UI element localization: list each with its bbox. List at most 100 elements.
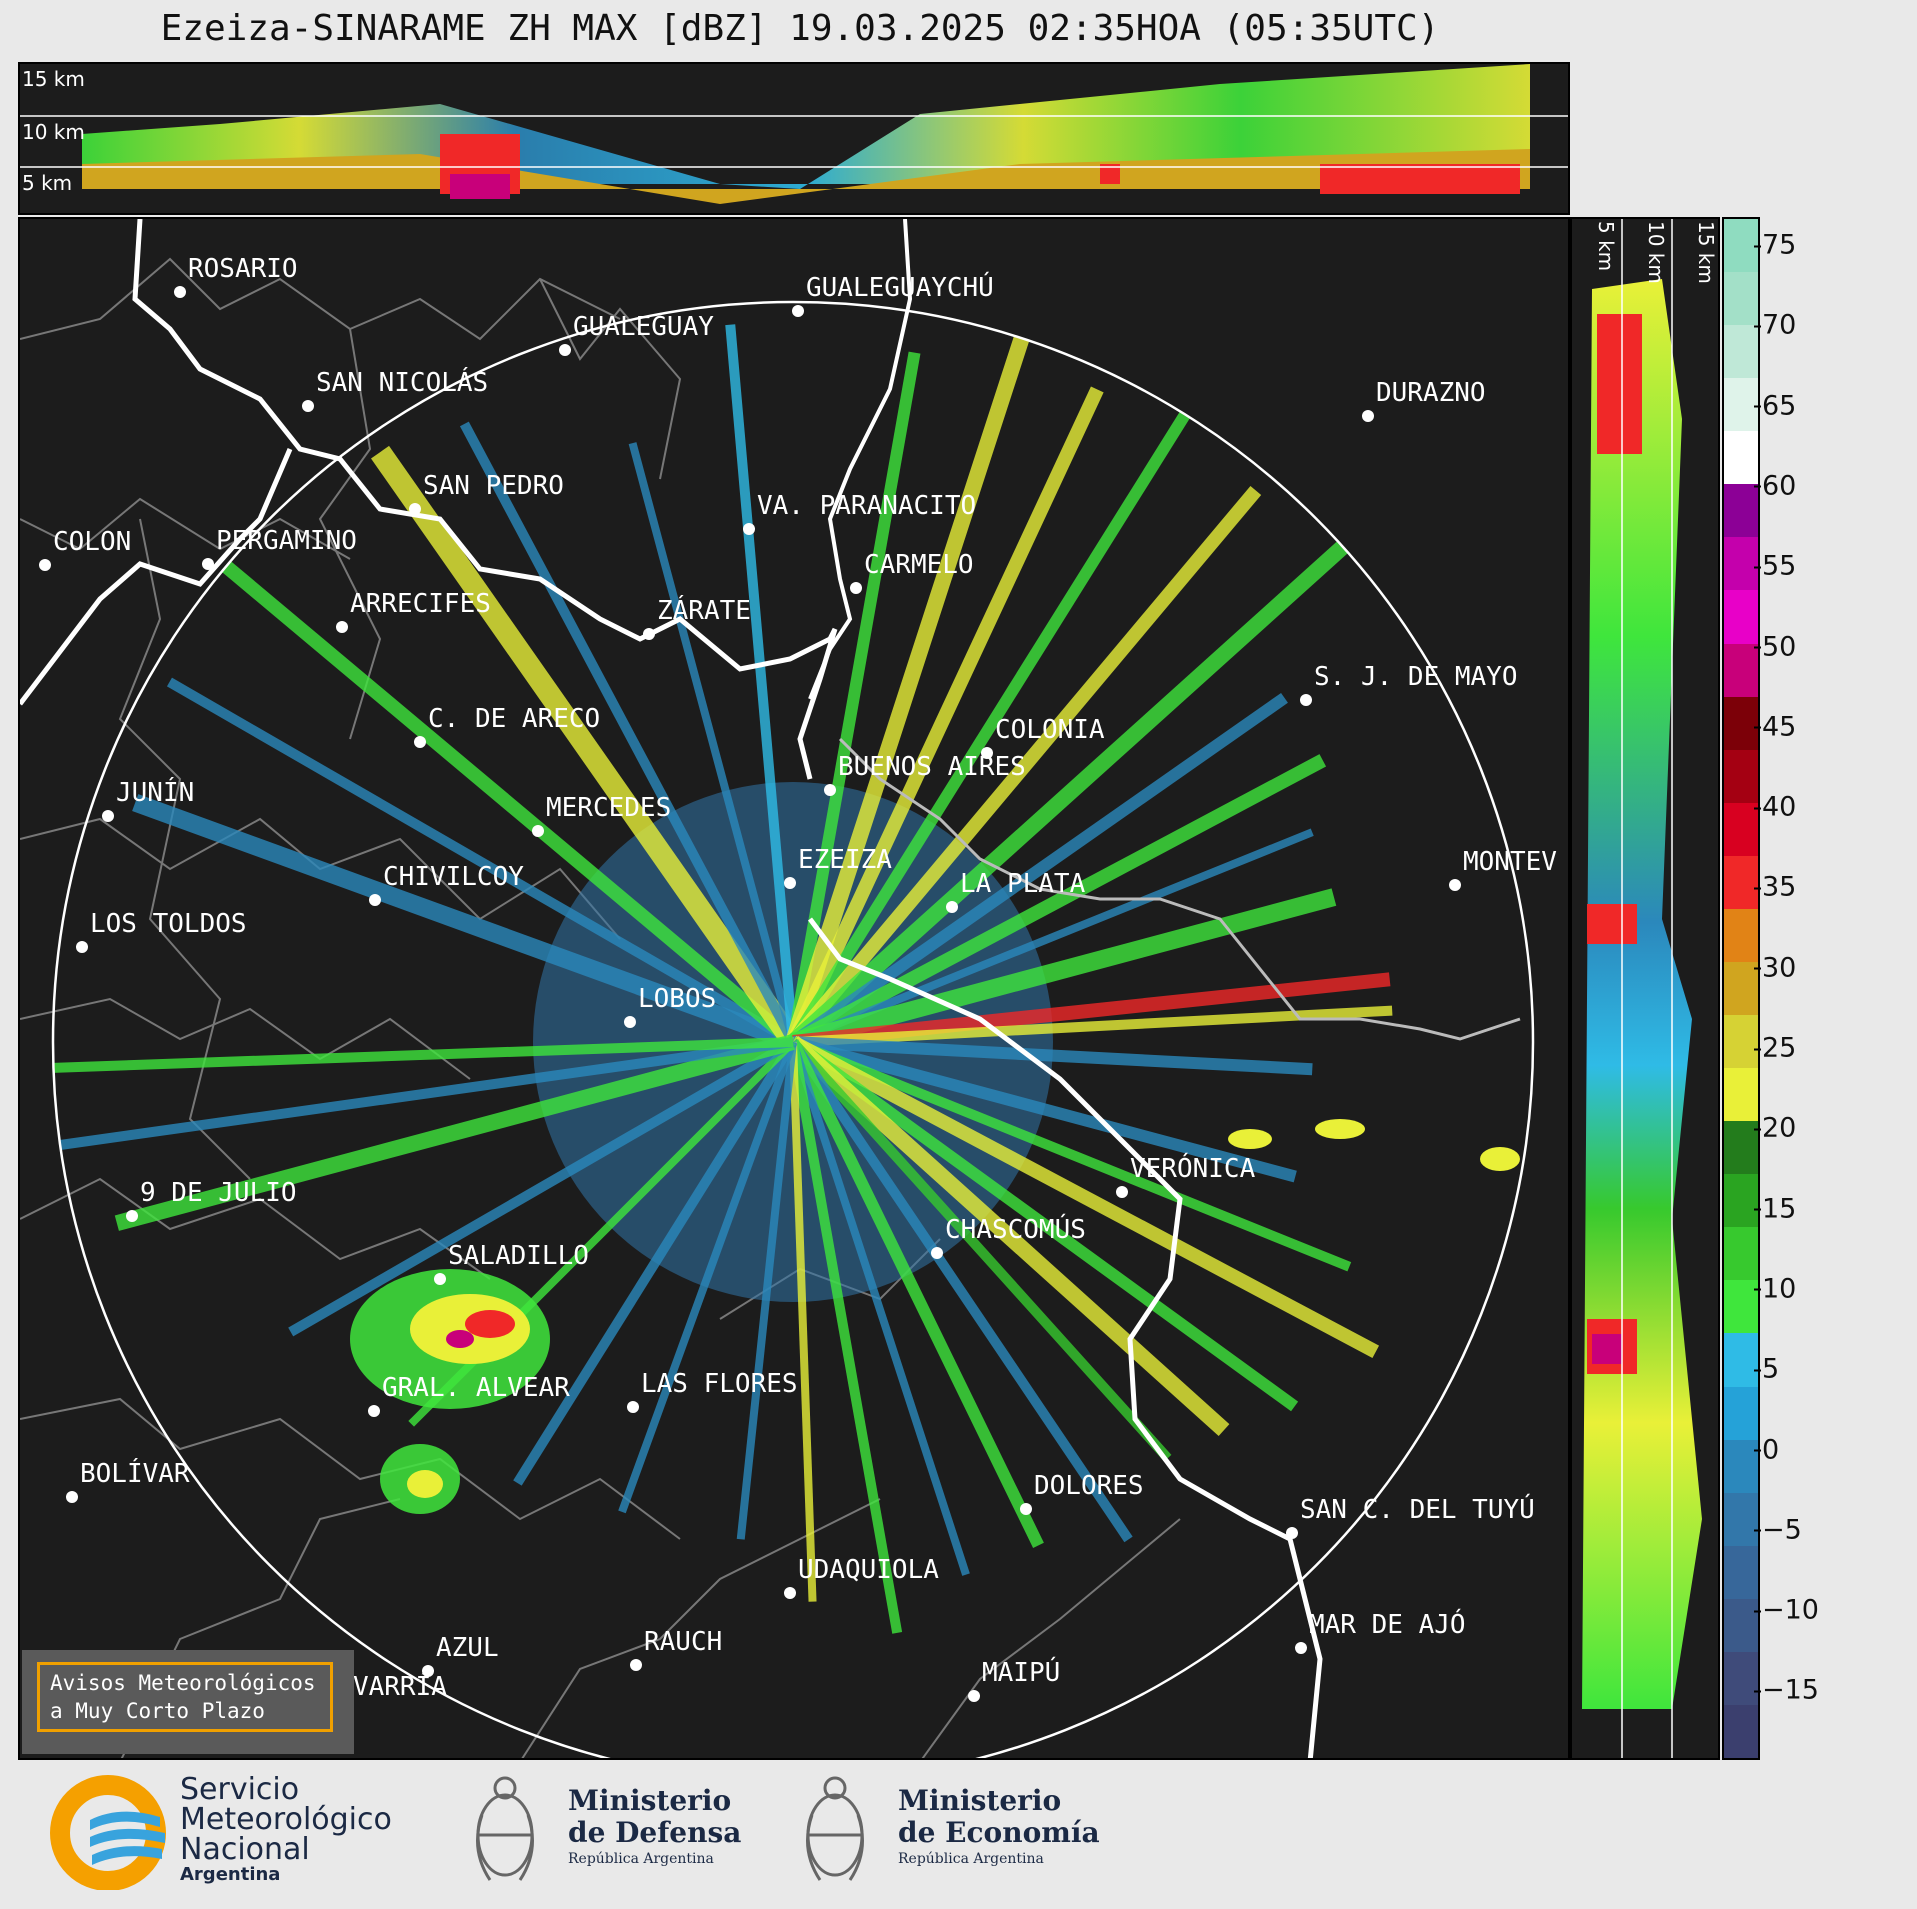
colorbar-segment — [1724, 1704, 1758, 1758]
radar-ray — [790, 888, 1337, 1051]
city-marker — [368, 1405, 380, 1417]
colorbar-segment — [1724, 377, 1758, 432]
city-label: SAN NICOLÁS — [316, 368, 489, 398]
smn-line2: Meteorológico — [180, 1802, 392, 1837]
colorbar-tick-label: 10 — [1753, 1273, 1797, 1305]
radar-ray — [221, 560, 798, 1048]
aviso-box: Avisos Meteorológicos a Muy Corto Plazo — [22, 1650, 354, 1754]
city-marker — [743, 523, 755, 535]
height-label-15km-right: 15 km — [1694, 221, 1718, 284]
radar-ray — [789, 1040, 970, 1576]
colorbar-tick-label: 5 — [1753, 1353, 1780, 1385]
height-label-5km-right: 5 km — [1594, 221, 1618, 272]
radar-ray — [787, 540, 1349, 1048]
radar-ray — [787, 411, 1191, 1046]
city-label: 9 DE JULIO — [140, 1178, 297, 1208]
colorbar-tick-label: 75 — [1753, 229, 1797, 261]
colorbar-tick-label: 55 — [1753, 550, 1797, 582]
radar-ray — [791, 828, 1314, 1046]
city-marker — [627, 1401, 639, 1413]
radar-ray — [789, 692, 1288, 1047]
radar-ray — [787, 1039, 1044, 1548]
city-label: GUALEGUAY — [573, 312, 714, 342]
colorbar-segment — [1724, 1598, 1758, 1652]
city-label: ROSARIO — [188, 254, 298, 284]
economia-logo: Ministerio de Economía República Argenti… — [800, 1760, 1120, 1900]
radar-map: ROSARIO GUALEGUAYCHÚ GUALEGUAY SAN NICOLÁS D… — [18, 217, 1570, 1760]
smn-logo: Servicio Meteorológico Nacional Argentin… — [50, 1775, 420, 1890]
city-label: COLON — [53, 527, 132, 557]
city-label: BUENOS AIRES — [838, 752, 1026, 782]
smn-line1: Servicio — [180, 1772, 300, 1807]
city-label: LOS TOLDOS — [90, 909, 247, 939]
economia-line2: de Economía — [898, 1816, 1100, 1849]
colorbar-segment — [1724, 696, 1758, 750]
colorbar-segment — [1724, 643, 1758, 697]
city-marker — [76, 941, 88, 953]
radar-ray — [787, 1036, 1230, 1437]
height-label-10km: 10 km — [22, 120, 85, 144]
city-marker — [1295, 1642, 1307, 1654]
city-label: PERGAMINO — [216, 526, 357, 556]
colorbar-segment — [1724, 908, 1758, 962]
colorbar-segment — [1724, 1492, 1758, 1546]
right-cross-section-echoes — [1582, 219, 1702, 1758]
city-label: GRAL. ALVEAR — [382, 1373, 570, 1403]
smn-line3: Nacional — [180, 1832, 310, 1867]
colorbar-segment — [1724, 430, 1758, 485]
colorbar-segment — [1724, 855, 1758, 909]
radar-ray — [459, 421, 798, 1045]
colorbar-tick-label: 40 — [1753, 791, 1797, 823]
radar-ray — [792, 1036, 1313, 1076]
height-label-5km: 5 km — [22, 171, 73, 195]
city-label: VA. PARANACITO — [757, 491, 977, 521]
city-label: S. J. DE MAYO — [1314, 662, 1518, 692]
radar-ray — [786, 386, 1104, 1045]
city-marker — [630, 1659, 642, 1671]
colorbar-segment — [1724, 1120, 1758, 1175]
colorbar-tick-label: 60 — [1753, 470, 1797, 502]
aviso-line2: a Muy Corto Plazo — [50, 1699, 265, 1723]
top-cross-section: 15 km 10 km 5 km — [18, 62, 1570, 215]
radar-ray — [725, 324, 798, 1043]
city-marker — [409, 503, 421, 515]
city-marker — [1020, 1503, 1032, 1515]
city-marker — [792, 305, 804, 317]
colorbar-tick-label: 20 — [1753, 1112, 1797, 1144]
colorbar-segment — [1724, 324, 1758, 379]
coat-of-arms-icon — [806, 1776, 864, 1881]
city-marker — [1286, 1527, 1298, 1539]
city-marker — [369, 894, 381, 906]
colorbar-tick-label: −10 — [1754, 1594, 1819, 1626]
city-label: DURAZNO — [1376, 378, 1486, 408]
colorbar-segment — [1724, 1173, 1758, 1228]
city-label: C. DE ARECO — [428, 704, 601, 734]
city-marker — [1116, 1186, 1128, 1198]
radar-ray — [166, 677, 796, 1047]
city-marker — [981, 747, 993, 759]
city-label: SAN PEDRO — [423, 471, 564, 501]
economia-line3: República Argentina — [898, 1851, 1044, 1867]
city-marker — [946, 901, 958, 913]
coat-of-arms-icon — [476, 1776, 534, 1881]
economia-line1: Ministerio — [898, 1784, 1062, 1817]
colorbar-tick-label: 30 — [1753, 952, 1797, 984]
city-label: AZUL — [436, 1633, 499, 1663]
city-label: EZEIZA — [798, 845, 892, 875]
city-marker — [66, 1491, 78, 1503]
city-marker — [126, 1210, 138, 1222]
radar-ray — [736, 1041, 797, 1540]
dbz-colorbar — [1722, 217, 1760, 1760]
city-marker — [850, 582, 862, 594]
top-cross-section-echoes — [20, 64, 1568, 204]
city-marker — [624, 1016, 636, 1028]
radar-ray — [791, 1037, 1352, 1272]
radar-ray — [789, 754, 1327, 1049]
city-label: CARMELO — [864, 550, 974, 580]
radar-ray — [513, 1039, 798, 1486]
city-marker — [784, 877, 796, 889]
colorbar-segment — [1724, 1279, 1758, 1334]
radar-ray — [288, 1037, 796, 1337]
colorbar-segment — [1724, 1226, 1758, 1281]
colorbar-segment — [1724, 1651, 1758, 1705]
